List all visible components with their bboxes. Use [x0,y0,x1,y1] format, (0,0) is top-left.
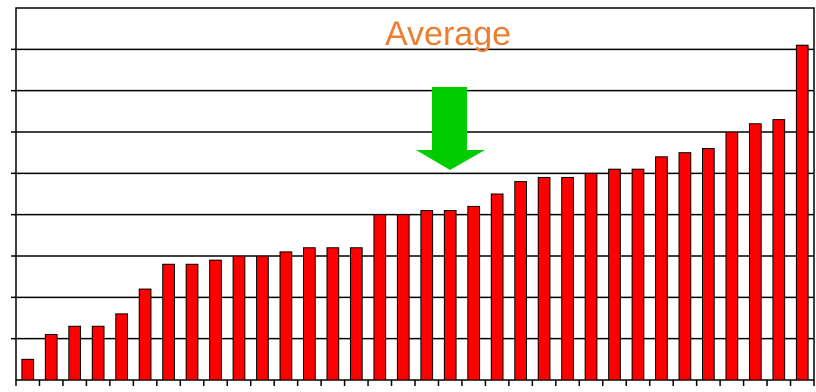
bar [373,214,387,381]
bar [561,176,574,381]
bar [795,44,809,381]
bars [21,44,809,381]
axes [11,48,815,386]
bar [772,119,786,381]
bar [326,247,340,381]
bar [678,152,692,381]
bar [514,181,527,381]
bar [232,255,246,381]
bar [467,205,481,381]
bar [162,263,175,381]
bar [279,251,293,381]
bar [44,334,58,381]
bar [702,148,715,381]
average-arrow [416,87,485,170]
bar [725,131,739,381]
bar [138,288,152,381]
down-arrow-icon [416,87,485,170]
bar [537,176,551,381]
bar [748,123,762,381]
average-annotation: Average [385,15,511,53]
bar [256,255,269,381]
bar [68,325,82,381]
bar [209,259,222,381]
bar [584,172,598,381]
bar [396,214,410,381]
bar [631,168,645,381]
bar [490,193,504,381]
bar [303,247,316,381]
bar [420,210,434,381]
bar [608,168,621,381]
bar [91,325,105,381]
bar [185,263,199,381]
bar [21,358,35,381]
bar [349,247,363,381]
bar [115,313,128,381]
bar [443,210,457,381]
bar [655,156,668,381]
plot-frame [15,7,815,381]
gridlines [15,7,815,381]
